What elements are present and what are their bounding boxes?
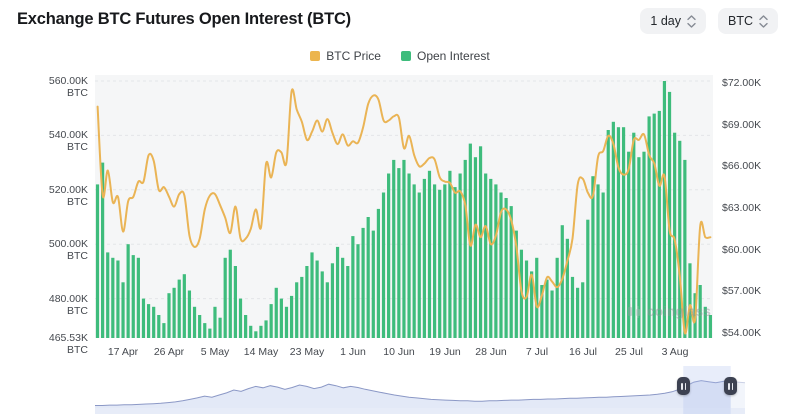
left-axis-tick: 480.00K BTC bbox=[48, 293, 88, 317]
btc-price-swatch bbox=[310, 51, 321, 61]
navigator-handle-left[interactable] bbox=[677, 377, 690, 395]
x-axis-tick: 19 Jun bbox=[429, 346, 461, 358]
right-axis-tick: $66.00K bbox=[722, 160, 762, 172]
legend-item-open-interest[interactable]: Open Interest bbox=[400, 49, 490, 63]
x-axis-tick: 28 Jun bbox=[475, 346, 507, 358]
x-axis-tick: 5 May bbox=[200, 346, 230, 358]
x-axis-tick: 1 Jun bbox=[340, 346, 366, 358]
open-interest-bars bbox=[95, 81, 712, 339]
updown-chevron-icon bbox=[687, 14, 696, 28]
right-axis-tick: $60.00K bbox=[722, 244, 762, 256]
x-axis-tick: 10 Jun bbox=[383, 346, 415, 358]
interval-select[interactable]: 1 day bbox=[640, 8, 706, 34]
left-axis-tick: 560.00K BTC bbox=[48, 75, 88, 99]
page-title: Exchange BTC Futures Open Interest (BTC) bbox=[17, 10, 351, 28]
interval-select-value: 1 day bbox=[650, 14, 681, 28]
x-axis-tick: 26 Apr bbox=[153, 346, 185, 358]
legend-label: Open Interest bbox=[416, 49, 490, 63]
x-axis-tick: 17 Apr bbox=[107, 346, 139, 358]
chart-legend: BTC Price Open Interest bbox=[0, 49, 800, 63]
right-axis-tick: $54.00K bbox=[722, 327, 762, 339]
x-axis-tick: 7 Jul bbox=[525, 346, 549, 358]
asset-select[interactable]: BTC bbox=[718, 8, 778, 34]
x-axis-tick: 25 Jul bbox=[614, 346, 644, 358]
oi-price-chart[interactable] bbox=[0, 0, 800, 365]
x-axis-tick: 14 May bbox=[243, 346, 279, 358]
left-axis-tick: 520.00K BTC bbox=[48, 184, 88, 208]
legend-label: BTC Price bbox=[326, 49, 381, 63]
navigator-handle-right[interactable] bbox=[724, 377, 737, 395]
right-axis-tick: $57.00K bbox=[722, 285, 762, 297]
open-interest-swatch bbox=[400, 51, 411, 61]
asset-select-value: BTC bbox=[728, 14, 753, 28]
legend-item-btc-price[interactable]: BTC Price bbox=[310, 49, 381, 63]
x-axis-tick: 16 Jul bbox=[568, 346, 598, 358]
left-axis-tick: 540.00K BTC bbox=[48, 129, 88, 153]
updown-chevron-icon bbox=[759, 14, 768, 28]
btc-price-line bbox=[96, 88, 712, 335]
navigator-area-chart bbox=[95, 366, 746, 414]
chart-controls: 1 day BTC bbox=[640, 8, 778, 34]
right-axis-tick: $69.00K bbox=[722, 119, 762, 131]
range-navigator[interactable] bbox=[95, 366, 746, 414]
right-axis-tick: $72.00K bbox=[722, 77, 762, 89]
x-axis-tick: 23 May bbox=[289, 346, 325, 358]
right-axis-tick: $63.00K bbox=[722, 202, 762, 214]
left-axis-tick: 500.00K BTC bbox=[48, 238, 88, 262]
x-axis-tick: 3 Aug bbox=[661, 346, 689, 358]
left-axis-tick: 465.53K BTC bbox=[48, 332, 88, 356]
